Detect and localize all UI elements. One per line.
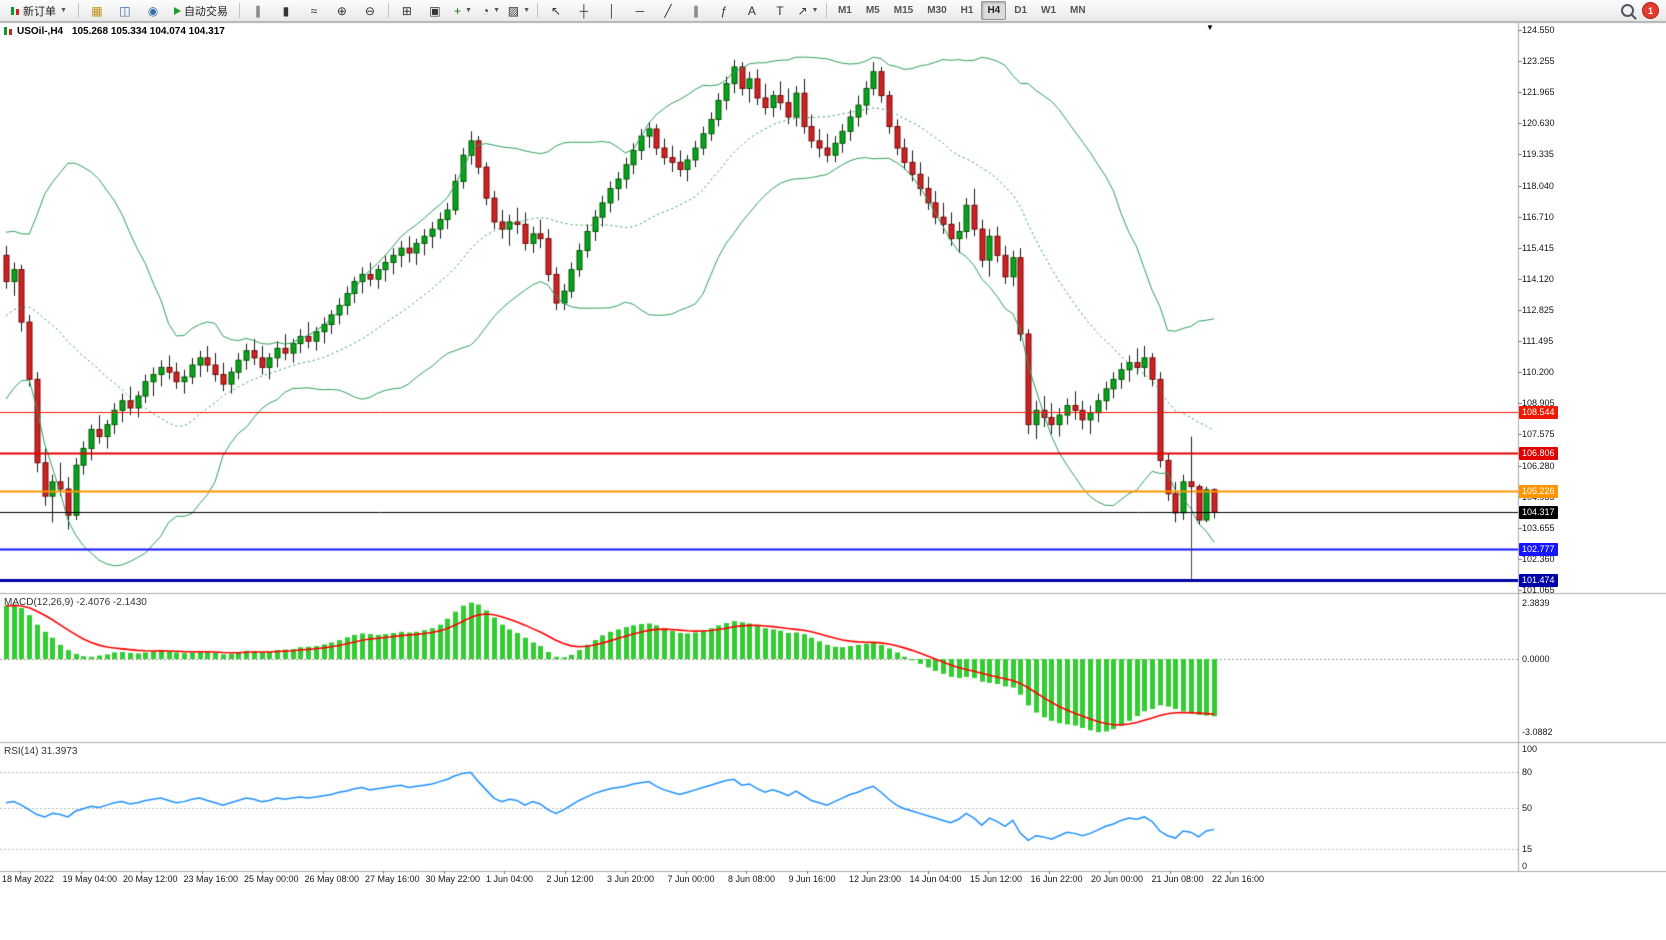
cursor-icon: ↖ [550,3,561,18]
price-tag-108.544[interactable]: 108.544 [1519,406,1558,419]
play-icon [173,6,181,15]
periods-button[interactable]: ◔ ▼ [478,1,504,21]
price-tag-104.317[interactable]: 104.317 [1519,506,1558,519]
navigator-button[interactable]: ◉ [140,1,166,21]
profiles-icon: ◫ [119,3,131,18]
navigator-icon: ◉ [147,3,159,18]
toolbar-separator [825,3,827,18]
horizontal-line-icon: ─ [635,3,645,18]
arrows-icon: ↗ [797,3,808,18]
channel-icon: ∥ [692,3,699,18]
zoom-out-icon: ⊖ [364,3,375,18]
trendline-button[interactable]: ╱ [655,1,681,21]
zoom-out-button[interactable]: ⊖ [357,1,383,21]
timeframe-button-M15[interactable]: M15 [893,5,914,16]
price-tag-101.474[interactable]: 101.474 [1519,574,1558,587]
fibonacci-button[interactable]: ƒ [711,1,737,21]
periods-icon: ◔ [481,3,490,18]
profiles-button[interactable]: ◫ [112,1,138,21]
zoom-in-button[interactable]: ⊕ [329,1,355,21]
timeframe-button-W1[interactable]: W1 [1041,5,1057,16]
chevron-down-icon: ▼ [811,7,819,14]
trendline-icon: ╱ [664,3,672,18]
cascade-windows-icon: ▣ [429,3,441,18]
crosshair-icon: ┼ [579,3,589,18]
line-chart-button[interactable]: ≈ [301,1,327,21]
price-tag-102.777[interactable]: 102.777 [1519,543,1558,556]
text-icon: A [747,3,756,18]
text-button[interactable]: A [739,1,765,21]
toolbar-separator [238,3,240,18]
notification-badge[interactable]: 1 [1642,2,1659,19]
timeframe-button-H1[interactable]: H1 [960,5,974,16]
timeframe-button-H4[interactable]: H4 [981,1,1007,20]
vertical-line-icon: │ [608,3,616,18]
new-chart-button[interactable]: ▦ [84,1,110,21]
timeframe-button-M1[interactable]: M1 [837,5,852,16]
cursor-button[interactable]: ↖ [543,1,569,21]
indicators-icon: + [453,3,461,18]
indicators-button[interactable]: + ▼ [450,1,476,21]
toolbar-separator [387,3,389,18]
price-tag-105.226[interactable]: 105.226 [1519,485,1558,498]
chevron-down-icon: ▼ [493,7,501,14]
toolbar-right-group: 1 [1621,2,1663,19]
toolbar-separator [77,3,79,18]
arrows-button[interactable]: ↗ ▼ [795,1,821,21]
search-icon[interactable] [1621,4,1634,17]
cascade-windows-button[interactable]: ▣ [422,1,448,21]
timeframe-button-M30[interactable]: M30 [927,5,947,16]
chevron-down-icon: ▼ [60,7,67,14]
new-chart-icon: ▦ [91,3,103,18]
candlestick-button[interactable]: ▮ [273,1,299,21]
timeframe-button-MN[interactable]: MN [1070,5,1086,16]
autotrading-label: 自动交易 [183,5,228,18]
chevron-down-icon: ▼ [464,7,472,14]
new-order-button[interactable]: 新订单 ▼ [4,1,73,21]
bar-chart-icon: ∥ [254,3,261,18]
timeframe-button-M5[interactable]: M5 [865,5,880,16]
main-toolbar: 新订单 ▼ ▦ ◫ ◉ 自动交易 ∥ ▮ ≈ ⊕ ⊖ ⊞ ▣ + ▼ ◔ ▼ ▨ ▼ ↖ ┼ │ ─ ╱ ∥ ƒ A T ↗… [0,0,1666,22]
tile-windows-icon: ⊞ [401,3,412,18]
new-order-icon [10,6,20,16]
bar-chart-button[interactable]: ∥ [245,1,271,21]
label-button[interactable]: T [767,1,793,21]
templates-button[interactable]: ▨ ▼ [506,1,532,21]
crosshair-button[interactable]: ┼ [571,1,597,21]
chevron-down-icon: ▼ [523,7,531,14]
label-icon: T [776,3,784,18]
tile-windows-button[interactable]: ⊞ [394,1,420,21]
templates-icon: ▨ [507,3,520,18]
autotrading-button[interactable]: 自动交易 [168,1,234,21]
fibonacci-icon: ƒ [720,3,728,18]
price-tag-106.806[interactable]: 106.806 [1519,447,1558,460]
toolbar-separator [536,3,538,18]
timeframe-button-D1[interactable]: D1 [1014,5,1028,16]
line-chart-icon: ≈ [310,3,318,18]
horizontal-line-button[interactable]: ─ [627,1,653,21]
zoom-in-icon: ⊕ [336,3,347,18]
vertical-line-button[interactable]: │ [599,1,625,21]
new-order-label: 新订单 [23,5,56,18]
channel-button[interactable]: ∥ [683,1,709,21]
candlestick-icon: ▮ [282,3,290,18]
